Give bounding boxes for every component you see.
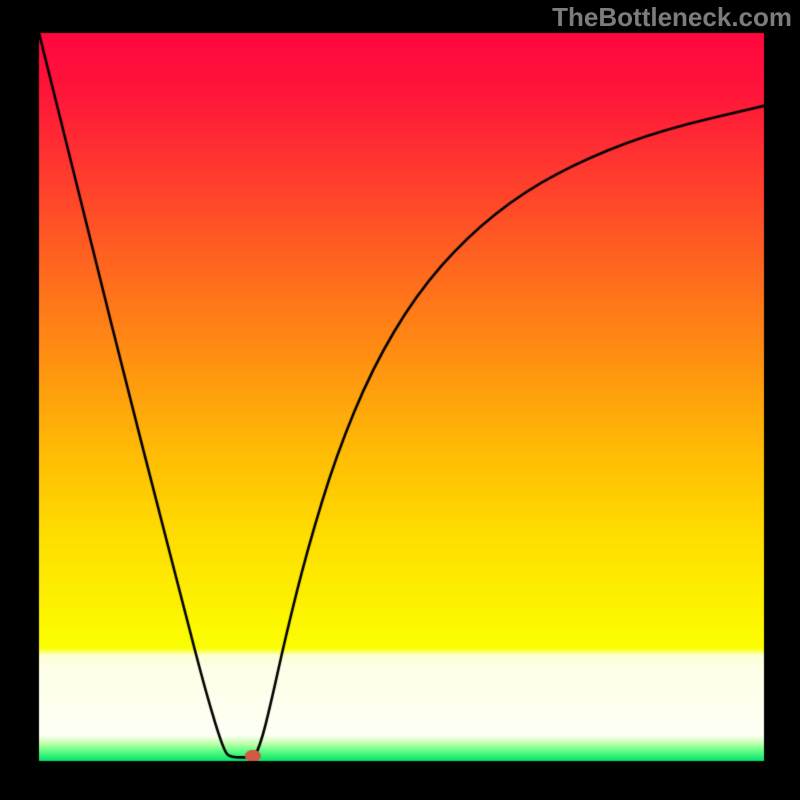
chart-container: { "source_watermark": { "text": "TheBott…: [0, 0, 800, 800]
bottleneck-chart: [0, 0, 800, 800]
